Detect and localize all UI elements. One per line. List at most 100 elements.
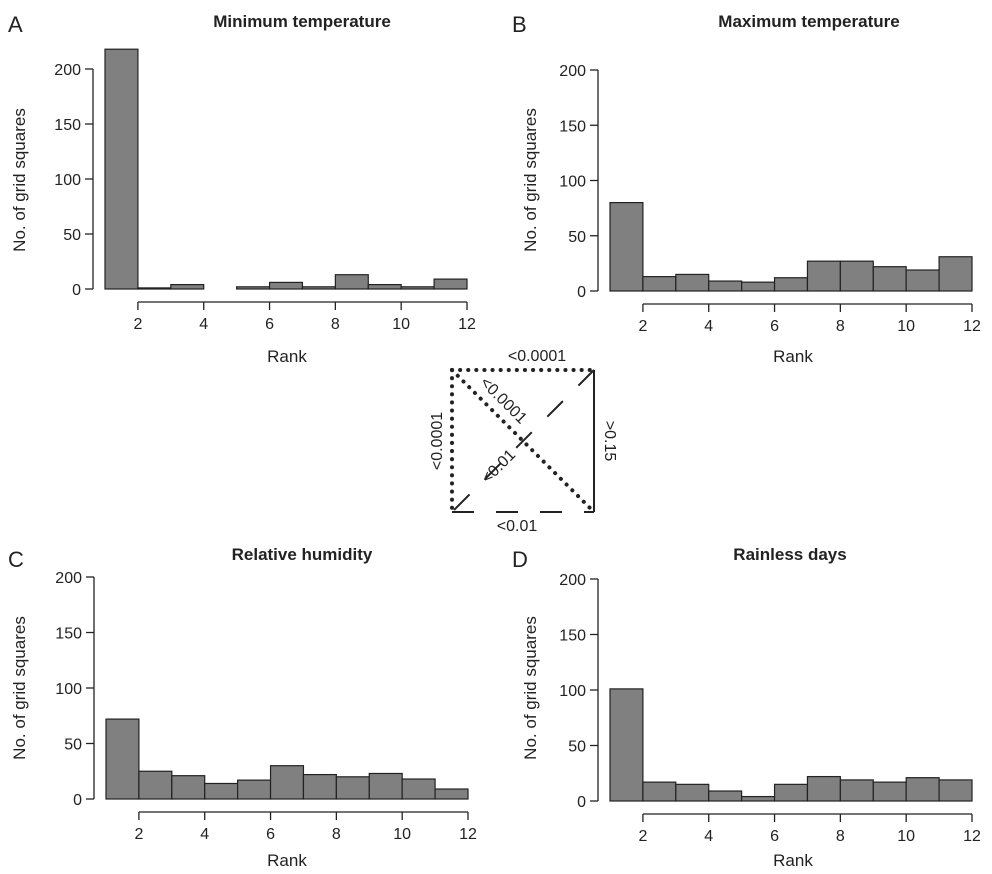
panel-letter-d: D <box>512 547 528 572</box>
panel-d-y-tick-label: 0 <box>577 794 586 811</box>
panel-d-bar-9 <box>872 781 907 802</box>
label-a-b: <0.0001 <box>508 348 566 365</box>
panel-letter-b: B <box>512 12 527 37</box>
panel-c: C Relative humidity 2 4 6 8 10 12 0 50 100 150 20… <box>8 545 477 870</box>
panel-letter-a: A <box>8 12 23 37</box>
panel-b: B Maximum temperature 2 4 6 8 10 12 0 50 100 150… <box>512 12 981 366</box>
panel-b-x-tick-label: 8 <box>836 318 845 335</box>
panel-c-x-label: Rank <box>267 851 307 870</box>
panel-a-x-axis: 2 4 6 8 10 12 <box>133 301 476 333</box>
panel-b-title: Maximum temperature <box>718 12 899 31</box>
panel-d-bar-11 <box>938 779 973 802</box>
panel-d-bar-7 <box>806 775 841 802</box>
panel-b-bar-1 <box>609 202 644 292</box>
panel-c-bars <box>105 718 469 800</box>
panel-a-y-tick-label: 0 <box>72 282 81 299</box>
panel-c-y-label: No. of grid squares <box>10 616 29 760</box>
panel-a-x-tick-label: 2 <box>133 316 142 333</box>
panel-c-bar-7 <box>302 773 337 800</box>
panel-d-y-tick-label: 200 <box>559 572 586 589</box>
panel-c-x-tick-label: 8 <box>332 826 341 843</box>
panel-d-bar-2 <box>642 781 677 802</box>
panel-d-y-label: No. of grid squares <box>521 616 540 760</box>
panel-d-bar-8 <box>839 779 874 802</box>
panel-a-bar-1 <box>104 48 139 290</box>
panel-c-bar-5 <box>237 779 272 800</box>
panel-a-x-tick-label: 10 <box>392 316 410 333</box>
panel-c-bar-8 <box>335 776 370 800</box>
panel-a-x-tick-label: 8 <box>331 316 340 333</box>
panel-d-bars <box>609 688 973 802</box>
link-a-d <box>450 368 596 514</box>
panel-a-y-axis: 0 50 100 150 200 <box>54 62 94 299</box>
panel-b-y-tick-label: 100 <box>559 174 586 191</box>
panel-c-bar-10 <box>401 778 436 800</box>
panel-d-x-tick-label: 2 <box>638 828 647 845</box>
panel-c-bar-4 <box>204 782 239 800</box>
panel-b-x-tick-label: 6 <box>770 318 779 335</box>
panel-d-title: Rainless days <box>733 545 846 564</box>
panel-a: A Minimum temperature 2 4 6 8 10 12 0 50 100 150… <box>8 12 476 366</box>
panel-d-bar-1 <box>609 688 644 802</box>
panel-d-bar-4 <box>708 790 743 802</box>
panel-c-x-tick-label: 12 <box>459 826 477 843</box>
panel-a-bar-3 <box>170 284 205 290</box>
panel-c-bar-9 <box>368 772 403 800</box>
panel-c-y-tick-label: 200 <box>55 570 82 587</box>
panel-b-bars <box>609 202 973 292</box>
panel-d-y-tick-label: 50 <box>568 739 586 756</box>
panel-b-bar-6 <box>773 277 809 292</box>
panel-b-bar-8 <box>839 260 874 292</box>
panel-d-y-tick-label: 100 <box>559 683 586 700</box>
panel-letter-c: C <box>8 547 24 572</box>
panel-a-x-tick-label: 4 <box>199 316 208 333</box>
panel-b-x-label: Rank <box>773 347 813 366</box>
panel-d-bar-10 <box>905 777 940 802</box>
label-b-c: <0.01 <box>478 446 519 487</box>
panel-d-y-tick-label: 150 <box>559 628 586 645</box>
panel-a-bar-10 <box>400 286 435 290</box>
panel-d-x-tick-label: 8 <box>836 828 845 845</box>
panel-c-bar-11 <box>434 788 469 800</box>
panel-d: D Rainless days 2 4 6 8 10 12 0 50 100 150 200 Ra… <box>512 545 981 870</box>
panel-a-y-tick-label: 100 <box>54 172 81 189</box>
panel-a-x-tick-label: 12 <box>458 316 476 333</box>
panel-a-bar-6 <box>268 281 304 290</box>
panel-b-x-tick-label: 10 <box>897 318 915 335</box>
panel-a-x-label: Rank <box>267 347 307 366</box>
panel-a-bar-9 <box>367 284 402 290</box>
panel-b-bar-10 <box>905 269 940 292</box>
label-c-d: <0.01 <box>497 518 538 535</box>
panel-d-x-tick-label: 10 <box>897 828 915 845</box>
panel-b-y-tick-label: 0 <box>577 284 586 301</box>
panel-b-y-axis: 0 50 100 150 200 <box>559 63 599 301</box>
panel-b-x-axis: 2 4 6 8 10 12 <box>638 303 981 335</box>
comparison-diagram: <0.0001 <0.0001 <0.0001 <0.01 >0.15 <0.0… <box>429 348 618 535</box>
panel-b-y-tick-label: 150 <box>559 118 586 135</box>
panel-c-y-tick-label: 150 <box>55 626 82 643</box>
panel-b-bar-9 <box>872 266 907 292</box>
panel-c-y-tick-label: 100 <box>55 681 82 698</box>
panel-b-bar-3 <box>675 273 710 292</box>
panel-a-bar-5 <box>236 286 271 290</box>
panel-b-bar-2 <box>642 276 677 292</box>
panel-a-x-tick-label: 6 <box>265 316 274 333</box>
panel-b-y-tick-label: 50 <box>568 229 586 246</box>
panel-c-x-tick-label: 2 <box>134 826 143 843</box>
panel-b-x-tick-label: 2 <box>638 318 647 335</box>
panel-b-x-tick-label: 4 <box>704 318 713 335</box>
panel-c-x-axis: 2 4 6 8 10 12 <box>134 811 477 843</box>
panel-c-bar-3 <box>171 775 206 800</box>
panel-a-bar-11 <box>433 278 468 290</box>
panel-b-bar-11 <box>938 256 973 292</box>
panel-d-x-label: Rank <box>773 851 813 870</box>
panel-c-x-tick-label: 4 <box>200 826 209 843</box>
panel-c-y-tick-label: 50 <box>64 737 82 754</box>
label-b-d: >0.15 <box>601 421 618 462</box>
panel-b-bar-4 <box>708 280 743 292</box>
panel-a-bars <box>104 48 468 290</box>
panel-b-x-tick-label: 12 <box>963 318 981 335</box>
panel-c-y-tick-label: 0 <box>73 792 82 809</box>
panel-a-title: Minimum temperature <box>213 12 391 31</box>
panel-b-bar-7 <box>806 260 841 292</box>
